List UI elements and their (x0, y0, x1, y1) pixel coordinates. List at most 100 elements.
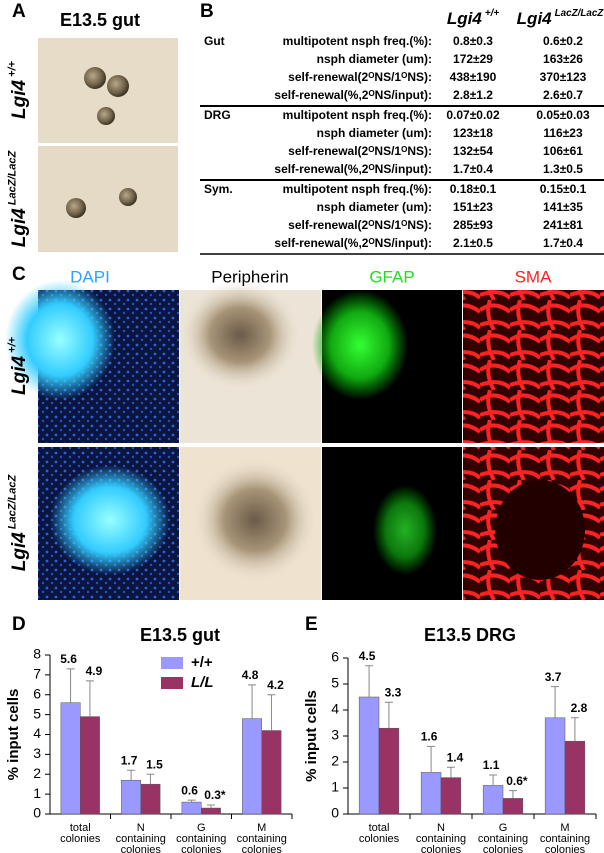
bar (201, 807, 221, 815)
y-tick-label: 2 (331, 753, 339, 769)
blob (193, 458, 317, 582)
blob (50, 465, 170, 575)
value-label: 0.6 (181, 783, 198, 797)
error-bar (570, 717, 579, 742)
genotype: +/+ (6, 336, 18, 352)
blob (312, 290, 408, 400)
bar (242, 718, 262, 815)
cell: 0.15±0.1 (540, 182, 587, 196)
x-tick-label: N (137, 822, 145, 834)
error-bar (127, 769, 136, 781)
cell: 0.8±0.3 (453, 34, 493, 48)
error-bar (248, 684, 257, 719)
panel-c-images (5, 280, 604, 600)
bar (378, 727, 400, 815)
cell: 0.18±0.1 (450, 182, 497, 196)
panel-letter: A (12, 1, 26, 22)
gene: Lgi4 (9, 532, 30, 571)
error-bar (384, 701, 393, 729)
error-bar (508, 790, 517, 799)
value-label: 0.6* (506, 774, 528, 788)
cell: 370±123 (540, 70, 587, 84)
x-tick-label: containing (416, 833, 466, 845)
y-tick-label: 0 (331, 805, 339, 821)
blob (5, 280, 115, 400)
genotype-label: Lgi4 LacZ/LacZ (6, 149, 30, 247)
x-tick-label: containing (478, 833, 528, 845)
chart-title: E13.5 DRG (424, 625, 516, 645)
genotype-label: Lgi4+/+ (447, 8, 499, 29)
bar (181, 801, 202, 815)
photo (463, 290, 604, 443)
y-tick-label: 8 (33, 646, 41, 662)
sphere (84, 67, 106, 89)
genotype: +/+ (6, 60, 18, 76)
column-title: GFAP (369, 267, 414, 286)
bar (140, 783, 161, 815)
y-axis-label: % input cells (303, 690, 320, 782)
panel-letter: E (305, 614, 318, 635)
cell: 0.07±0.02 (446, 108, 500, 122)
value-label: 5.6 (60, 652, 77, 666)
error-bar (187, 799, 196, 803)
cell: 2.6±0.7 (543, 88, 583, 102)
y-tick-label: 6 (331, 649, 339, 665)
row-label: nsph diameter (um): (317, 126, 432, 140)
group-name: Gut (204, 34, 225, 48)
bar (60, 702, 81, 815)
gene: Lgi4 (517, 9, 552, 28)
y-tick-label: 5 (33, 705, 41, 721)
genotype: LacZ/LacZ (6, 149, 18, 205)
error-bar (206, 804, 215, 809)
sphere (107, 75, 129, 97)
row-label: multipotent nsph freq.(%): (283, 34, 432, 48)
gene: Lgi4 (9, 208, 30, 247)
x-tick-label: N (437, 822, 445, 834)
x-tick-label: total (70, 822, 91, 834)
cell: 141±35 (543, 200, 583, 214)
legend-label: +/+ (191, 654, 213, 671)
blob (180, 280, 300, 390)
error-bar (85, 680, 94, 717)
x-tick-label: colonies (359, 833, 400, 845)
row-label: nsph diameter (um): (317, 200, 432, 214)
error-bar (267, 694, 276, 731)
x-tick-label: containing (176, 833, 226, 845)
bar (358, 696, 380, 815)
x-tick-label: colonies (421, 844, 462, 853)
cell: 1.3±0.5 (543, 162, 583, 176)
row-label: multipotent nsph freq.(%): (283, 182, 432, 196)
y-tick-label: 4 (33, 725, 41, 741)
x-tick-label: colonies (121, 844, 162, 853)
panel-a-images (38, 38, 178, 252)
y-tick-label: 0 (33, 805, 41, 821)
value-label: 3.7 (545, 670, 562, 684)
panel-letter: B (200, 1, 214, 22)
error-bar (365, 665, 374, 697)
cell: 438±190 (450, 70, 497, 84)
gene: Lgi4 (9, 80, 30, 119)
sphere (119, 188, 137, 206)
x-tick-label: M (560, 822, 569, 834)
genotype: LacZ/LacZ (6, 473, 18, 529)
row-label: self-renewal(2ᴼNS/1ᴼNS): (288, 70, 432, 84)
cell: 0.6±0.2 (543, 34, 583, 48)
x-tick-label: colonies (181, 844, 222, 853)
value-label: 0.3* (204, 788, 226, 802)
x-tick-label: colonies (60, 833, 101, 845)
x-tick-label: colonies (483, 844, 524, 853)
row-label: self-renewal(2ᴼNS/1ᴼNS): (288, 144, 432, 158)
sphere (97, 107, 115, 125)
genotype: +/+ (485, 8, 499, 19)
cell: 241±81 (543, 218, 583, 232)
value-label: 4.2 (267, 678, 284, 692)
error-bar (427, 745, 436, 773)
bar (564, 740, 586, 815)
legend-swatch (161, 657, 183, 669)
cell: 151±23 (453, 200, 493, 214)
error-bar (446, 766, 455, 778)
x-tick-label: colonies (242, 844, 283, 853)
value-label: 1.7 (121, 753, 138, 767)
bar (440, 777, 462, 815)
